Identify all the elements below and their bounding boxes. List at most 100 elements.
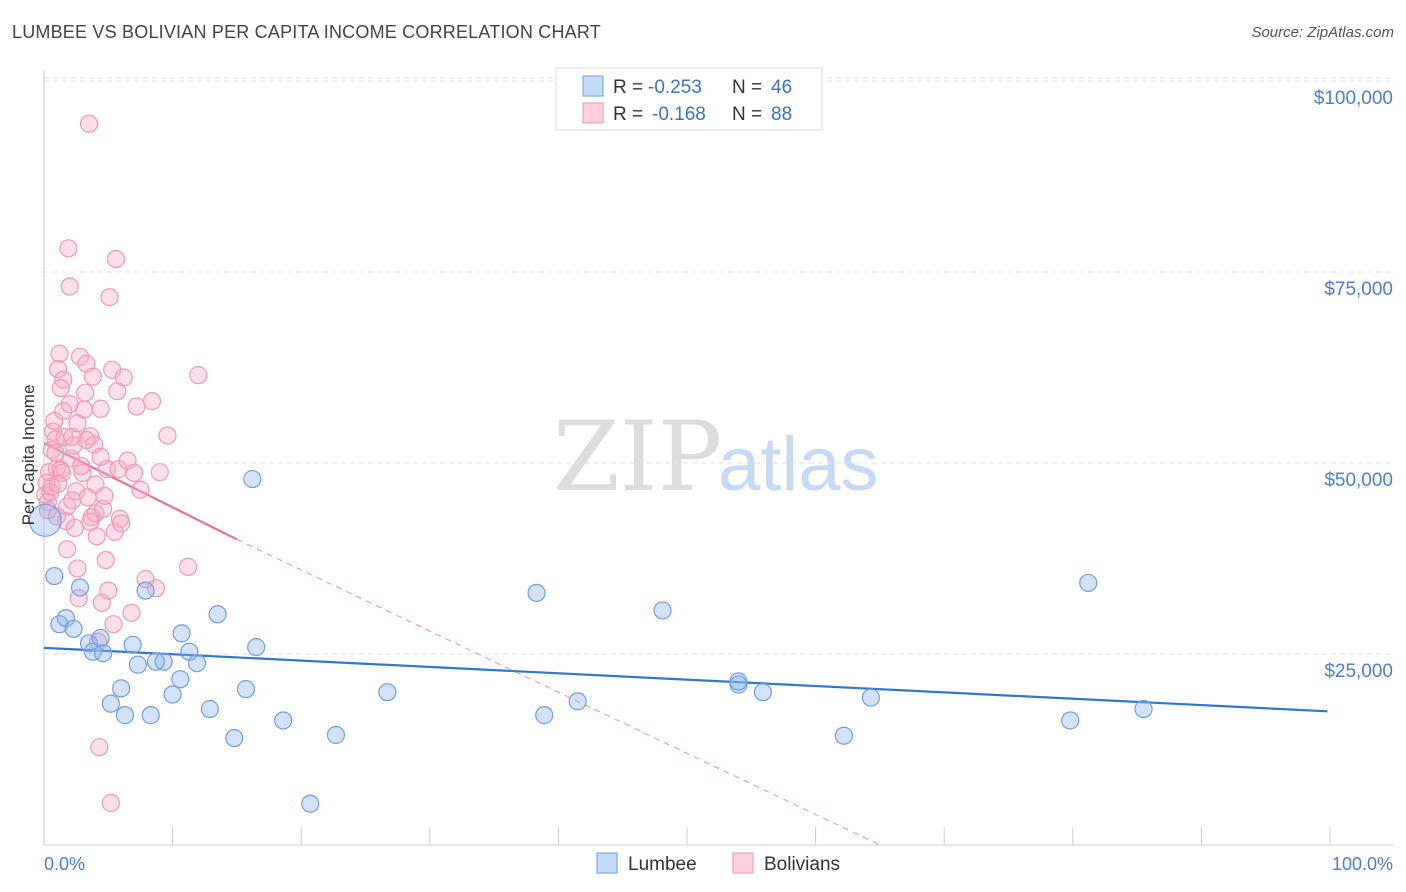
y-tick-label-75000: $75,000 (1324, 279, 1393, 300)
legend-n-label-lumbee: N = (732, 77, 762, 98)
bolivians-point-13 (52, 463, 72, 483)
bolivians-point-41 (90, 738, 109, 757)
bolivians-point-30 (76, 383, 95, 402)
bolivians-point-65 (142, 392, 162, 411)
lumbee-point-14 (128, 655, 147, 674)
lumbee-point-41 (834, 726, 853, 745)
lumbee-point-5 (70, 578, 90, 597)
legend-bottom-label-bolivians: Bolivians (764, 854, 840, 875)
lumbee-point-1 (45, 566, 64, 586)
bolivians-point-46 (96, 550, 115, 570)
lumbee-point-36 (568, 692, 587, 711)
bolivians-point-75 (54, 401, 73, 421)
lumbee-point-37 (653, 601, 672, 620)
legend-r-value-lumbee: -0.253 (648, 77, 702, 98)
lumbee-point-35 (535, 706, 554, 725)
bolivians-point-36 (83, 367, 102, 386)
legend-n-value-lumbee: 46 (771, 77, 792, 98)
bolivians-point-54 (106, 249, 126, 269)
lumbee-point-27 (236, 680, 256, 699)
lumbee-point-45 (1134, 699, 1153, 719)
bolivians-point-27 (70, 347, 90, 366)
bolivians-point-52 (104, 615, 123, 634)
bolivians-point-61 (124, 463, 144, 483)
lumbee-point-9 (94, 644, 113, 663)
y-tick-label-50000: $50,000 (1324, 470, 1393, 491)
lumbee-point-16 (141, 706, 160, 725)
bolivians-point-70 (189, 366, 208, 385)
legend-bottom-swatch-lumbee (596, 852, 618, 874)
lumbee-point-24 (200, 699, 219, 719)
bolivians-point-78 (68, 414, 87, 433)
bolivians-point-63 (131, 480, 150, 499)
trend-line-lumbee (43, 646, 1328, 713)
bolivians-point-82 (86, 475, 105, 494)
lumbee-point-28 (243, 469, 262, 489)
legend-n-label-bolivians: N = (732, 104, 762, 125)
lumbee-point-23 (187, 654, 207, 673)
lumbee-point-19 (163, 685, 182, 704)
trend-line-bolivians-extension (236, 538, 881, 846)
legend-swatch-lumbee (582, 75, 604, 97)
lumbee-point-33 (378, 683, 397, 702)
bolivians-point-24 (67, 482, 86, 501)
bolivians-point-86 (60, 395, 79, 414)
y-tick-label-25000: $25,000 (1324, 661, 1393, 682)
lumbee-point-8 (91, 628, 110, 648)
legend-top: R = -0.253 N = 46 R = -0.168 N = 88 (555, 67, 823, 131)
legend-r-label-bolivians: R = (613, 104, 643, 125)
source-label: Source: ZipAtlas.com (1251, 24, 1394, 41)
lumbee-point-0 (28, 503, 62, 537)
lumbee-point-44 (1079, 573, 1098, 593)
legend-bottom: Lumbee Bolivians (596, 852, 840, 875)
lumbee-point-12 (115, 706, 135, 725)
lumbee-point-4 (64, 619, 83, 638)
bolivians-point-67 (150, 463, 169, 482)
lumbee-point-6 (79, 634, 99, 653)
legend-bottom-label-lumbee: Lumbee (628, 854, 697, 875)
x-tick-label-end: 100.0% (1332, 854, 1393, 874)
lumbee-point-42 (861, 688, 880, 707)
legend-r-label-lumbee: R = (613, 77, 643, 98)
bolivians-point-81 (81, 512, 100, 531)
bolivians-point-62 (127, 397, 146, 416)
y-tick-label-100000: $100,000 (1314, 88, 1393, 109)
bolivians-point-25 (68, 559, 87, 578)
bolivians-point-16 (56, 511, 75, 531)
lumbee-point-15 (136, 581, 155, 600)
legend-bottom-swatch-bolivians (732, 852, 754, 874)
legend-r-value-bolivians: -0.168 (652, 104, 706, 125)
legend-n-value-bolivians: 88 (771, 104, 792, 125)
bolivians-point-79 (72, 456, 91, 476)
watermark-zip: ZIP (553, 401, 722, 513)
bolivians-point-48 (99, 581, 118, 600)
bolivians-point-69 (178, 557, 198, 577)
bolivians-point-73 (46, 443, 65, 463)
lumbee-point-32 (326, 725, 346, 745)
bolivians-point-44 (94, 499, 113, 518)
chart-title: LUMBEE VS BOLIVIAN PER CAPITA INCOME COR… (12, 22, 601, 42)
lumbee-point-13 (123, 635, 142, 654)
bolivians-point-87 (112, 514, 131, 533)
x-tick-label-start: 0.0% (44, 854, 85, 874)
bolivians-point-12 (51, 460, 70, 479)
lumbee-point-10 (101, 694, 120, 713)
watermark-atlas: atlas (718, 422, 879, 507)
bolivians-point-10 (49, 359, 68, 379)
bolivians-point-28 (73, 463, 92, 483)
lumbee-point-39 (729, 672, 748, 691)
lumbee-point-31 (301, 794, 320, 813)
lumbee-point-25 (208, 605, 227, 624)
bolivians-point-17 (58, 540, 77, 559)
lumbee-point-43 (1061, 711, 1080, 730)
legend-swatch-bolivians (582, 102, 604, 124)
lumbee-point-29 (247, 638, 266, 657)
lumbee-point-30 (274, 711, 293, 730)
bolivians-point-74 (49, 474, 68, 493)
bolivians-point-7 (45, 411, 64, 431)
bolivians-point-58 (114, 368, 133, 387)
lumbee-point-21 (172, 624, 191, 643)
lumbee-point-18 (154, 652, 173, 671)
bolivians-point-60 (122, 603, 141, 622)
